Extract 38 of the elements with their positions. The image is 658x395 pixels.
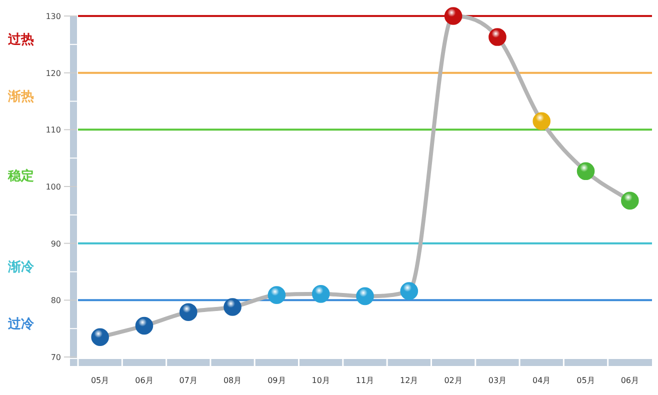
y-tick-label: 130 <box>46 12 61 21</box>
x-tick-label: 04月 <box>532 376 551 385</box>
text: 过冷 <box>7 316 35 332</box>
y-tick-label: 110 <box>46 126 61 135</box>
x-tick-label: 05月 <box>90 376 110 385</box>
point <box>312 285 330 303</box>
point <box>444 7 462 25</box>
y-tick-label: 100 <box>46 182 61 192</box>
point <box>400 282 418 300</box>
point <box>91 328 109 346</box>
y-tick-label: 120 <box>46 68 61 78</box>
x-tick-label: 02月 <box>444 376 462 385</box>
point <box>224 298 242 316</box>
point <box>179 303 198 321</box>
text: 过热 <box>7 32 34 48</box>
y-tick-label: 70 <box>50 353 61 362</box>
text: 渐冷 <box>7 260 35 276</box>
x-tick-label: 07月 <box>179 376 198 385</box>
point <box>532 112 551 130</box>
point <box>576 162 595 180</box>
x-tick-label: 10月 <box>312 376 330 385</box>
point <box>488 28 506 46</box>
text: 稳定 <box>7 168 34 184</box>
x-tick-label: 05月 <box>576 376 595 385</box>
point <box>621 192 639 210</box>
x-tick-label: 09月 <box>268 376 286 385</box>
x-tick-label: 11月 <box>356 376 374 385</box>
point <box>135 316 154 335</box>
x-tick-label: 08月 <box>223 376 242 385</box>
x-tick-label: 06月 <box>135 376 154 385</box>
y-tick-label: 80 <box>50 296 61 306</box>
y-tick-label: 90 <box>50 239 61 248</box>
point <box>268 286 286 304</box>
text: 渐热 <box>7 90 34 105</box>
x-tick-label: 12月 <box>400 376 418 385</box>
x-tick-label: 06月 <box>620 376 640 385</box>
x-tick-label: 03月 <box>488 376 507 385</box>
point <box>356 287 374 306</box>
